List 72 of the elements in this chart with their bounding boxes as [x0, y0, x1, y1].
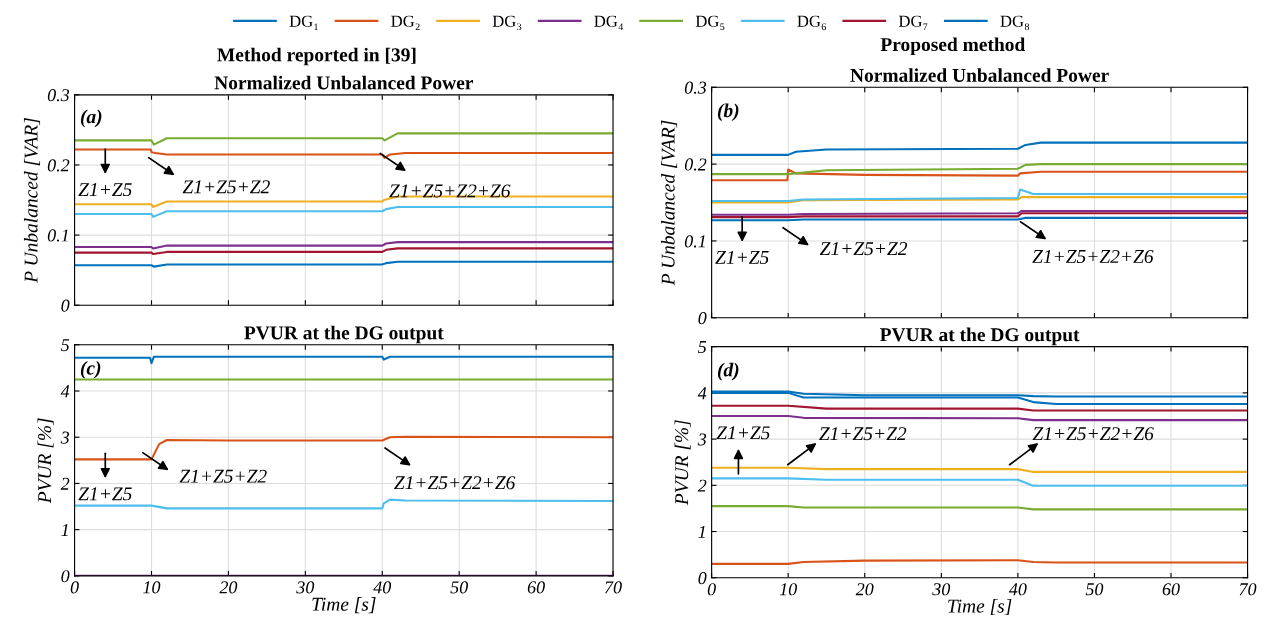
annotation: (d) [717, 362, 739, 381]
x-tick-label: 10 [779, 583, 797, 596]
chart-title: Proposed method [880, 37, 1026, 56]
y-tick-label: 5 [60, 339, 70, 352]
y-tick-label: 2 [60, 477, 70, 490]
legend-label: DG₁ [289, 15, 318, 30]
x-tick-label: 50 [1085, 583, 1104, 596]
y-tick-label: 0.1 [47, 229, 68, 242]
chart-title: PVUR at the DG output [880, 327, 1080, 346]
x-tick-label: 70 [1239, 583, 1257, 596]
y-axis-title: P Unbalanced [VAR] [661, 120, 678, 286]
legend-label: DG₄ [594, 15, 624, 31]
x-tick-label: 40 [1008, 583, 1027, 596]
annotation: (b) [717, 103, 739, 122]
y-tick-label: 0.1 [684, 235, 705, 248]
y-tick-label: 0 [698, 572, 707, 585]
annotation: Z1+Z5+Z2+Z6 [1032, 249, 1154, 264]
x-tick-label: 50 [450, 581, 468, 594]
y-tick-label: 1 [61, 524, 68, 536]
annotation: (c) [80, 360, 101, 379]
x-tick-label: 10 [143, 581, 161, 594]
y-tick-label: 3 [60, 431, 70, 444]
chart-subtitle: Normalized Unbalanced Power [850, 68, 1109, 82]
x-tick-label: 60 [1162, 583, 1180, 596]
annotation: Z1+Z5+Z2 [819, 427, 907, 441]
legend-label: DG₆ [797, 15, 826, 31]
x-tick-label: 30 [296, 581, 315, 594]
chart-title: PVUR at the DG output [244, 325, 444, 344]
annotation: Z1+Z5+Z2+Z6 [389, 184, 511, 198]
x-tick-label: 40 [373, 581, 392, 594]
y-tick-label: 4 [697, 387, 707, 400]
y-tick-label: 2 [697, 479, 707, 492]
annotation: Z1+Z5+Z2 [179, 469, 267, 483]
y-tick-label: 5 [698, 341, 707, 354]
x-tick-label: 0 [70, 581, 79, 594]
annotation: Z1+Z5+Z2 [819, 242, 908, 256]
annotation: Z1+Z5+Z2+Z6 [1032, 427, 1154, 441]
x-tick-label: 0 [707, 583, 716, 596]
y-tick-label: 0 [698, 312, 707, 325]
x-axis-title: Time [s] [948, 599, 1012, 616]
legend-label: DG₈ [1000, 15, 1030, 31]
annotation: Z1+Z5 [715, 250, 769, 264]
y-tick-label: 4 [60, 385, 70, 398]
x-tick-label: 60 [527, 581, 545, 594]
annotation: Z1+Z5 [716, 426, 770, 440]
x-tick-label: 20 [219, 581, 238, 594]
y-tick-label: 0.2 [47, 159, 70, 172]
x-tick-label: 30 [932, 583, 951, 596]
annotation: Z1+Z5 [78, 183, 132, 197]
x-axis-title: Time [s] [312, 597, 376, 614]
chart-title: Method reported in [39] [217, 47, 416, 66]
annotation: Z1+Z5 [78, 487, 132, 501]
y-axis-title: P Unbalanced [VAR] [23, 118, 41, 283]
chart-subtitle: Normalized Unbalanced Power [214, 75, 473, 90]
y-axis-title: PVUR [%] [674, 420, 691, 506]
y-tick-label: 0 [61, 570, 70, 583]
legend-label: DG₂ [391, 15, 420, 31]
y-tick-label: 0.3 [684, 81, 707, 94]
y-tick-label: 0.3 [47, 89, 70, 102]
annotation: Z1+Z5+Z2+Z6 [394, 476, 516, 490]
y-tick-label: 3 [697, 433, 707, 446]
legend-label: DG₃ [492, 15, 522, 31]
y-tick-label: 1 [698, 525, 705, 538]
annotation: (a) [80, 109, 102, 128]
y-axis-title: PVUR [%] [37, 418, 54, 504]
x-tick-label: 20 [855, 583, 874, 596]
legend-label: DG₅ [695, 15, 725, 31]
y-tick-label: 0 [61, 299, 70, 312]
y-tick-label: 0.2 [684, 158, 707, 171]
x-tick-label: 70 [605, 581, 622, 594]
legend-label: DG₇ [898, 15, 928, 30]
annotation: Z1+Z5+Z2 [182, 180, 270, 194]
